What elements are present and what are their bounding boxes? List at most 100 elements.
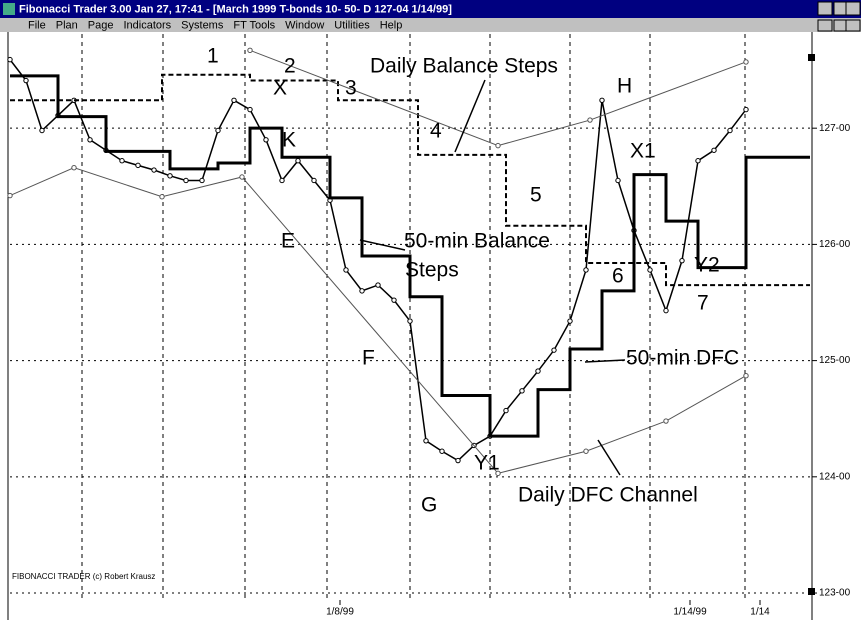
annotation: H — [617, 75, 632, 98]
point — [587, 117, 593, 123]
point — [199, 177, 205, 184]
point — [295, 158, 301, 164]
point — [495, 142, 501, 149]
annotation: 50-min Balance — [404, 230, 550, 253]
annotation: 1 — [207, 45, 219, 68]
y-tick-label: 127-00 — [819, 123, 851, 134]
point — [7, 192, 13, 199]
annotation: 3 — [345, 77, 357, 100]
annotation: K — [282, 129, 296, 152]
footer-credit: FIBONACCI TRADER (c) Robert Krausz — [12, 572, 155, 581]
menu-bar — [0, 18, 861, 32]
point — [455, 457, 461, 464]
x-tick-label: 1/14/99 — [673, 607, 707, 618]
annotation: G — [421, 494, 437, 517]
annotation: 50-min DFC — [626, 347, 739, 370]
axis-handle — [808, 54, 815, 61]
point — [247, 106, 253, 113]
point — [23, 77, 29, 84]
child-minimize[interactable] — [817, 19, 833, 32]
menu-item[interactable]: Utilities — [334, 19, 370, 31]
leader-line — [584, 359, 626, 363]
point — [135, 162, 141, 169]
menu-item[interactable]: Indicators — [123, 19, 171, 31]
point — [663, 418, 669, 424]
point — [39, 127, 45, 134]
point — [423, 438, 429, 444]
point — [71, 164, 77, 171]
menu-item[interactable]: Help — [380, 19, 403, 31]
annotations: 1 2 X 3 Daily Balance Steps 4 K H X1 5 E… — [207, 45, 739, 517]
point — [535, 368, 541, 374]
point — [119, 158, 125, 164]
point — [263, 137, 269, 143]
leader-line — [454, 79, 486, 153]
channel-line — [249, 49, 747, 147]
annotation: Y1 — [474, 452, 500, 475]
title-bar — [0, 0, 861, 18]
annotation: 4 — [430, 120, 442, 143]
child-close[interactable] — [845, 19, 861, 32]
menu: File Plan Page Indicators Systems FT Tools Win… — [28, 19, 402, 31]
menu-item[interactable]: Page — [88, 19, 114, 31]
point — [583, 448, 589, 454]
y-tick-label: 126-00 — [819, 239, 851, 250]
point — [711, 147, 717, 153]
point — [439, 448, 445, 454]
point — [615, 177, 621, 184]
point — [743, 59, 749, 65]
annotation: Daily Balance Steps — [370, 55, 558, 78]
annotation: Y2 — [694, 254, 720, 277]
point — [407, 318, 413, 324]
x-tick-label: 1/14 — [750, 607, 770, 618]
channel-line — [9, 167, 747, 474]
point — [343, 267, 349, 273]
menu-item[interactable]: Window — [285, 19, 324, 31]
maximize-button[interactable] — [817, 1, 833, 16]
point — [551, 347, 557, 353]
menu-item[interactable]: File — [28, 19, 46, 31]
point — [503, 407, 509, 414]
point — [375, 282, 381, 288]
point — [167, 173, 173, 179]
menu-item[interactable]: Plan — [56, 19, 78, 31]
leader-lines — [359, 79, 626, 476]
menu-item[interactable]: FT Tools — [233, 19, 275, 31]
point — [215, 127, 221, 134]
point — [7, 56, 13, 63]
point — [87, 137, 93, 143]
point — [247, 47, 253, 54]
point — [567, 318, 573, 324]
close-button[interactable] — [845, 1, 861, 16]
y-tick-label: 125-00 — [819, 355, 851, 366]
plot: 127-00 126-00 125-00 124-00 123-00 1/8/99 1/14… — [7, 47, 851, 618]
point — [695, 158, 701, 164]
menu-item[interactable]: Systems — [181, 19, 224, 31]
annotation: X — [273, 77, 287, 100]
point — [679, 257, 685, 264]
y-tick-label: 124-00 — [819, 471, 851, 482]
annotation: 5 — [530, 184, 542, 207]
x-tick-label: 1/8/99 — [326, 607, 354, 618]
annotation: F — [362, 347, 375, 370]
point — [183, 177, 189, 184]
annotation: E — [281, 230, 295, 253]
point — [599, 97, 605, 103]
axis-handle — [808, 588, 815, 595]
app-icon — [3, 3, 15, 15]
title-buttons — [817, 1, 861, 16]
point — [239, 174, 245, 180]
point — [151, 167, 157, 173]
vertical-grid — [81, 34, 746, 600]
point — [727, 127, 733, 134]
annotation: 6 — [612, 265, 624, 288]
point — [519, 388, 525, 394]
leader-line — [597, 439, 621, 476]
point — [391, 297, 397, 303]
point — [663, 307, 669, 314]
y-tick-label: 123-00 — [819, 588, 851, 599]
thick-steps-line — [10, 74, 810, 438]
point — [231, 97, 237, 103]
point — [279, 177, 285, 184]
